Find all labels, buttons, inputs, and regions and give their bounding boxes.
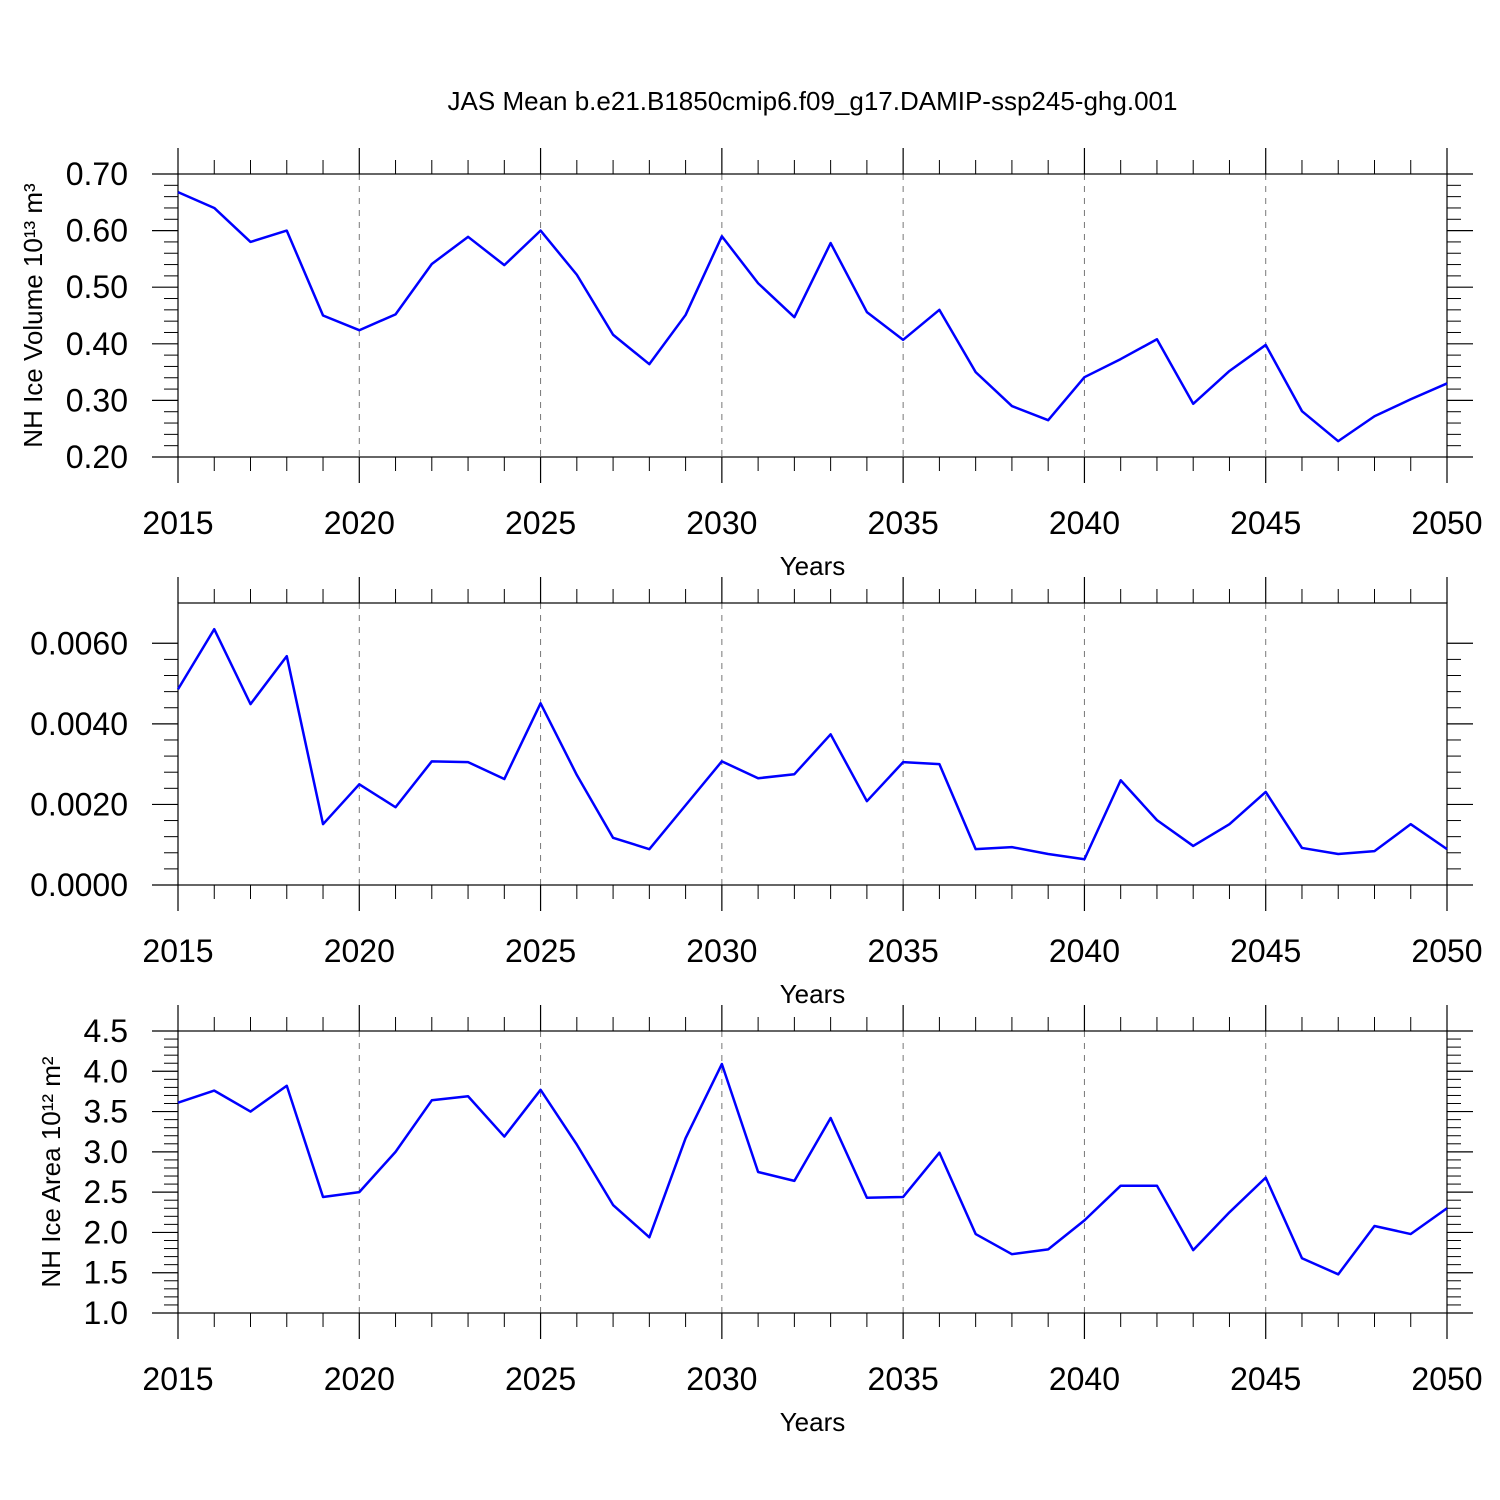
x-tick-label: 2030 xyxy=(686,933,757,969)
x-tick-label: 2025 xyxy=(505,505,576,541)
x-tick-label: 2040 xyxy=(1049,1361,1120,1397)
y-tick-label: 0.0040 xyxy=(30,706,128,742)
y-tick-label: 0.50 xyxy=(66,269,128,305)
data-line xyxy=(177,190,1448,443)
x-tick-label: 2020 xyxy=(324,933,395,969)
x-tick-label: 2035 xyxy=(868,1361,939,1397)
data-line xyxy=(177,1062,1448,1276)
x-tick-label: 2020 xyxy=(324,505,395,541)
data-line xyxy=(176,627,1448,861)
x-tick-label: 2015 xyxy=(142,1361,213,1397)
x-tick-label: 2015 xyxy=(142,505,213,541)
y-axis-label: NH Snow Volume 10¹³ m³ xyxy=(0,596,4,891)
y-tick-label: 3.0 xyxy=(84,1134,128,1170)
x-tick-label: 2045 xyxy=(1230,1361,1301,1397)
x-axis-label: Years xyxy=(780,979,846,1009)
y-tick-label: 2.5 xyxy=(84,1174,128,1210)
y-axis-label: NH Ice Volume 10¹³ m³ xyxy=(18,183,48,448)
plot-frame xyxy=(177,602,1448,886)
y-tick-label: 1.5 xyxy=(84,1255,128,1291)
x-axis-label: Years xyxy=(780,551,846,581)
x-tick-label: 2050 xyxy=(1411,933,1482,969)
plot-frame xyxy=(177,1030,1448,1314)
y-tick-label: 0.0020 xyxy=(30,786,128,822)
x-tick-label: 2045 xyxy=(1230,933,1301,969)
y-tick-label: 0.40 xyxy=(66,326,128,362)
x-tick-label: 2035 xyxy=(868,505,939,541)
y-tick-label: 0.30 xyxy=(66,382,128,418)
y-tick-label: 0.20 xyxy=(66,439,128,475)
y-tick-label: 2.0 xyxy=(84,1214,128,1250)
y-tick-label: 4.5 xyxy=(84,1013,128,1049)
x-tick-label: 2030 xyxy=(686,505,757,541)
y-tick-label: 3.5 xyxy=(84,1094,128,1130)
y-axis-label: NH Ice Area 10¹² m² xyxy=(36,1056,66,1288)
x-tick-label: 2050 xyxy=(1411,1361,1482,1397)
x-tick-label: 2040 xyxy=(1049,933,1120,969)
y-tick-label: 0.0060 xyxy=(30,625,128,661)
x-tick-label: 2030 xyxy=(686,1361,757,1397)
x-tick-label: 2015 xyxy=(142,933,213,969)
y-tick-label: 1.0 xyxy=(84,1295,128,1331)
y-tick-label: 0.70 xyxy=(66,156,128,192)
x-tick-label: 2020 xyxy=(324,1361,395,1397)
x-tick-label: 2025 xyxy=(505,1361,576,1397)
y-tick-label: 4.0 xyxy=(84,1053,128,1089)
x-axis-label: Years xyxy=(780,1407,846,1437)
x-tick-label: 2045 xyxy=(1230,505,1301,541)
x-tick-label: 2025 xyxy=(505,933,576,969)
plot-frame xyxy=(177,173,1448,458)
x-tick-label: 2040 xyxy=(1049,505,1120,541)
y-tick-label: 0.60 xyxy=(66,213,128,249)
x-tick-label: 2050 xyxy=(1411,505,1482,541)
y-tick-label: 0.0000 xyxy=(30,867,128,903)
x-tick-label: 2035 xyxy=(868,933,939,969)
chart-title: JAS Mean b.e21.B1850cmip6.f09_g17.DAMIP-… xyxy=(448,86,1178,116)
